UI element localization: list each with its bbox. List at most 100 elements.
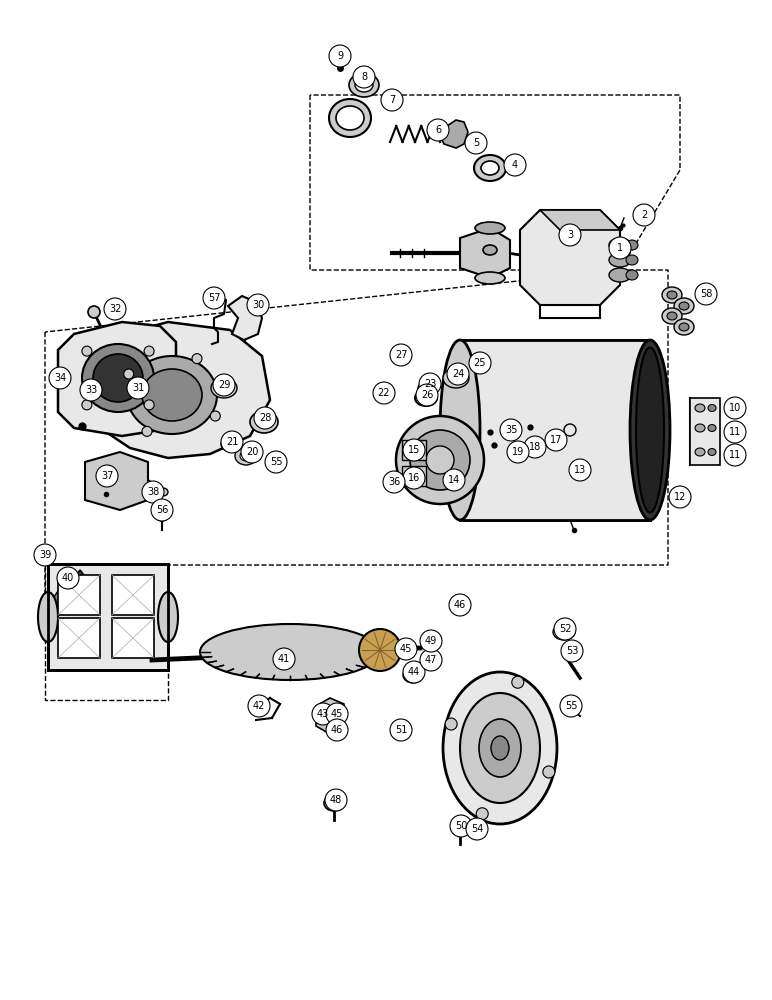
Circle shape: [142, 481, 164, 503]
Ellipse shape: [467, 824, 485, 838]
Text: 4: 4: [512, 160, 518, 170]
Text: 40: 40: [62, 573, 74, 583]
Text: 7: 7: [389, 95, 395, 105]
Text: 31: 31: [132, 383, 144, 393]
Ellipse shape: [708, 424, 716, 432]
Ellipse shape: [481, 161, 499, 175]
Text: 11: 11: [729, 450, 741, 460]
Text: 23: 23: [424, 379, 436, 389]
Text: 15: 15: [408, 445, 420, 455]
Text: 42: 42: [252, 701, 266, 711]
Ellipse shape: [211, 378, 237, 398]
Circle shape: [569, 459, 591, 481]
Text: 11: 11: [729, 427, 741, 437]
Ellipse shape: [674, 319, 694, 335]
Polygon shape: [58, 322, 176, 436]
Text: 16: 16: [408, 473, 420, 483]
Ellipse shape: [674, 298, 694, 314]
Circle shape: [151, 499, 173, 521]
Circle shape: [504, 154, 526, 176]
Circle shape: [80, 379, 102, 401]
Text: 50: 50: [455, 821, 467, 831]
Text: 57: 57: [208, 293, 220, 303]
Text: 45: 45: [400, 644, 412, 654]
Text: 22: 22: [378, 388, 391, 398]
Text: 26: 26: [421, 390, 433, 400]
Polygon shape: [690, 398, 720, 465]
Circle shape: [248, 695, 270, 717]
Ellipse shape: [426, 446, 454, 474]
Circle shape: [96, 465, 118, 487]
Ellipse shape: [476, 362, 485, 369]
Ellipse shape: [475, 272, 505, 284]
Circle shape: [507, 441, 529, 463]
Ellipse shape: [474, 155, 506, 181]
Circle shape: [500, 419, 522, 441]
Ellipse shape: [475, 222, 505, 234]
Polygon shape: [316, 698, 344, 734]
Bar: [58, 575, 100, 615]
Ellipse shape: [667, 312, 677, 320]
Ellipse shape: [483, 245, 497, 255]
Text: 41: 41: [278, 654, 290, 664]
Ellipse shape: [396, 416, 484, 504]
Text: 30: 30: [252, 300, 264, 310]
Ellipse shape: [359, 629, 401, 671]
Circle shape: [420, 649, 442, 671]
Ellipse shape: [423, 384, 433, 391]
Ellipse shape: [626, 255, 638, 265]
Text: 29: 29: [218, 380, 230, 390]
Text: 3: 3: [567, 230, 573, 240]
Text: 43: 43: [317, 709, 329, 719]
Text: 5: 5: [473, 138, 479, 148]
Text: 1: 1: [617, 243, 623, 253]
Ellipse shape: [491, 736, 509, 760]
Circle shape: [49, 367, 71, 389]
Circle shape: [265, 451, 287, 473]
Circle shape: [312, 703, 334, 725]
Text: 54: 54: [471, 824, 483, 834]
Circle shape: [561, 640, 583, 662]
Ellipse shape: [609, 238, 631, 252]
Text: 24: 24: [452, 369, 464, 379]
Ellipse shape: [662, 308, 682, 324]
Circle shape: [254, 407, 276, 429]
Ellipse shape: [144, 400, 154, 410]
Ellipse shape: [225, 440, 235, 448]
Text: 51: 51: [394, 725, 407, 735]
Ellipse shape: [451, 821, 469, 835]
Circle shape: [329, 45, 351, 67]
Text: 35: 35: [505, 425, 517, 435]
Circle shape: [724, 444, 746, 466]
Ellipse shape: [564, 424, 576, 436]
Text: 33: 33: [85, 385, 97, 395]
Circle shape: [669, 486, 691, 508]
Circle shape: [403, 661, 425, 683]
Text: 36: 36: [388, 477, 400, 487]
Circle shape: [419, 373, 441, 395]
Ellipse shape: [142, 369, 202, 421]
Ellipse shape: [329, 99, 371, 137]
Text: 58: 58: [699, 289, 713, 299]
Ellipse shape: [418, 381, 438, 395]
Circle shape: [57, 567, 79, 589]
Ellipse shape: [695, 448, 705, 456]
Text: 17: 17: [550, 435, 562, 445]
Circle shape: [395, 638, 417, 660]
Circle shape: [447, 363, 469, 385]
Circle shape: [326, 719, 348, 741]
Text: 56: 56: [156, 505, 168, 515]
Text: 49: 49: [425, 636, 437, 646]
Ellipse shape: [422, 657, 438, 669]
Ellipse shape: [144, 346, 154, 356]
Polygon shape: [62, 570, 100, 596]
Polygon shape: [85, 452, 148, 510]
Circle shape: [213, 374, 235, 396]
Ellipse shape: [403, 667, 423, 683]
Ellipse shape: [391, 725, 409, 739]
Ellipse shape: [695, 404, 705, 412]
Bar: [112, 618, 154, 658]
Polygon shape: [48, 564, 168, 670]
Text: 9: 9: [337, 51, 343, 61]
Text: 25: 25: [474, 358, 486, 368]
